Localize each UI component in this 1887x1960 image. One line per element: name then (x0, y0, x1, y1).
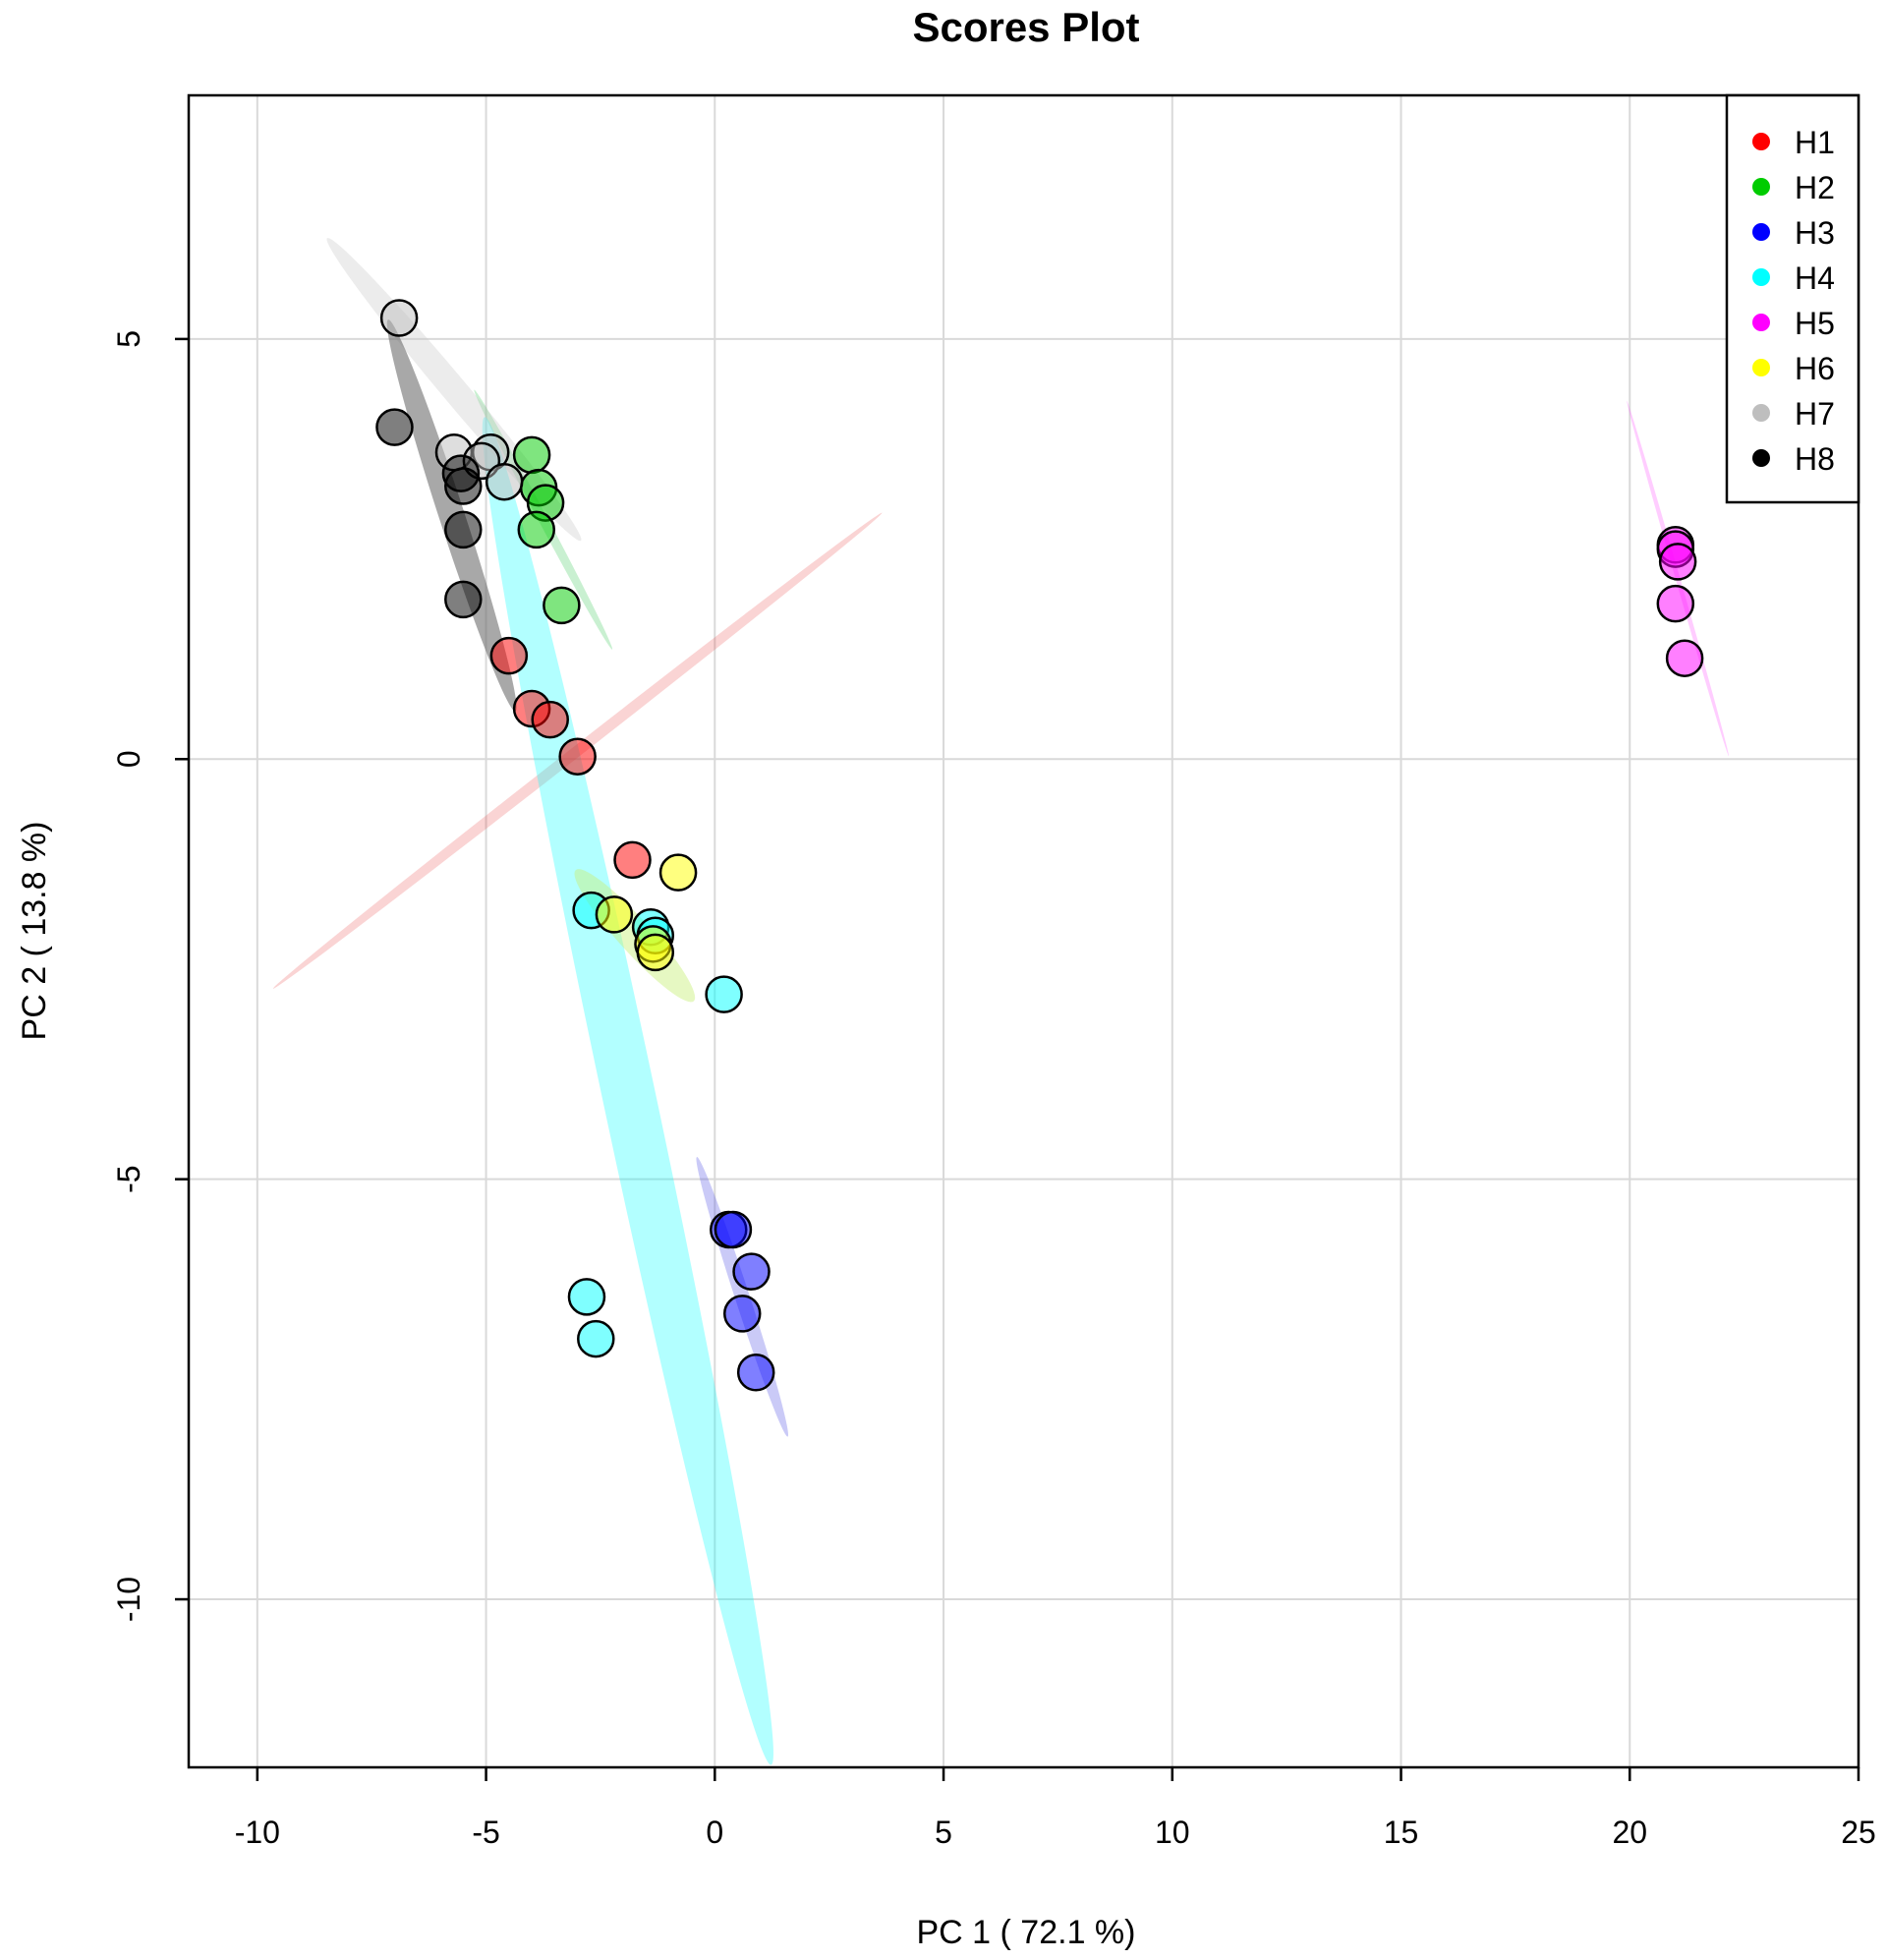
point-h3 (736, 1354, 775, 1392)
legend-label-h7: H7 (1795, 396, 1835, 432)
point-h2 (517, 510, 556, 549)
point-h6 (595, 895, 634, 934)
plot-frame (187, 93, 1860, 1769)
point-h1 (489, 636, 529, 675)
point-h7 (485, 462, 524, 501)
point-h4 (705, 975, 743, 1013)
x-tick-label: 20 (1612, 1815, 1647, 1850)
point-h8 (444, 467, 483, 505)
point-h4 (577, 1319, 615, 1358)
point-h5 (1658, 543, 1697, 581)
point-h3 (722, 1295, 762, 1333)
x-tick-label: 15 (1384, 1815, 1419, 1850)
point-h1 (531, 700, 569, 739)
legend-label-h4: H4 (1795, 260, 1835, 296)
point-h8 (375, 408, 414, 446)
point-h7 (379, 299, 419, 337)
point-h8 (444, 510, 483, 549)
legend-label-h8: H8 (1795, 441, 1835, 477)
point-h8 (444, 580, 483, 619)
point-h1 (558, 737, 597, 776)
y-tick-label: 0 (111, 750, 146, 768)
ellipse-h4 (482, 417, 773, 1765)
y-tick-label: -5 (111, 1165, 146, 1192)
legend-label-h6: H6 (1795, 351, 1835, 386)
x-axis-label: PC 1 ( 72.1 %) (917, 1914, 1136, 1951)
x-tick-label: -5 (472, 1815, 499, 1850)
point-h4 (567, 1278, 606, 1316)
y-axis-label: PC 2 ( 13.8 %) (16, 822, 53, 1041)
point-h2 (543, 586, 581, 625)
y-tick-label: -10 (111, 1577, 146, 1622)
legend-marker-h3 (1752, 223, 1770, 241)
legend: H1 H2 H3 H4 H5 H6 H7 H8 (1725, 93, 1860, 504)
legend-box (1725, 93, 1860, 504)
legend-marker-h2 (1752, 178, 1770, 196)
x-tick-label: 25 (1841, 1815, 1876, 1850)
legend-label-h5: H5 (1795, 306, 1835, 341)
legend-label-h1: H1 (1795, 125, 1835, 160)
point-h5 (1656, 584, 1695, 623)
legend-marker-h4 (1752, 268, 1770, 286)
legend-marker-h5 (1752, 314, 1770, 331)
x-tick-label: 10 (1155, 1815, 1190, 1850)
legend-marker-h1 (1752, 133, 1770, 150)
data-points (375, 299, 1704, 1392)
point-h5 (1665, 639, 1704, 677)
chart-title: Scores Plot (912, 4, 1139, 50)
x-tick-label: 5 (935, 1815, 952, 1850)
legend-marker-h7 (1752, 404, 1770, 422)
axes: -10 -5 0 5 10 15 20 25 5 0 -5 -10 (111, 330, 1876, 1850)
legend-label-h2: H2 (1795, 170, 1835, 205)
y-tick-label: 5 (111, 330, 146, 348)
x-tick-label: -10 (235, 1815, 280, 1850)
point-h6 (658, 853, 698, 892)
legend-marker-h6 (1752, 359, 1770, 376)
point-h1 (613, 840, 652, 880)
x-tick-label: 0 (706, 1815, 723, 1850)
point-h6 (636, 933, 675, 972)
legend-marker-h8 (1752, 449, 1770, 467)
point-h2 (512, 435, 551, 475)
point-h3 (732, 1252, 771, 1291)
legend-label-h3: H3 (1795, 215, 1835, 251)
point-h3 (714, 1210, 753, 1249)
